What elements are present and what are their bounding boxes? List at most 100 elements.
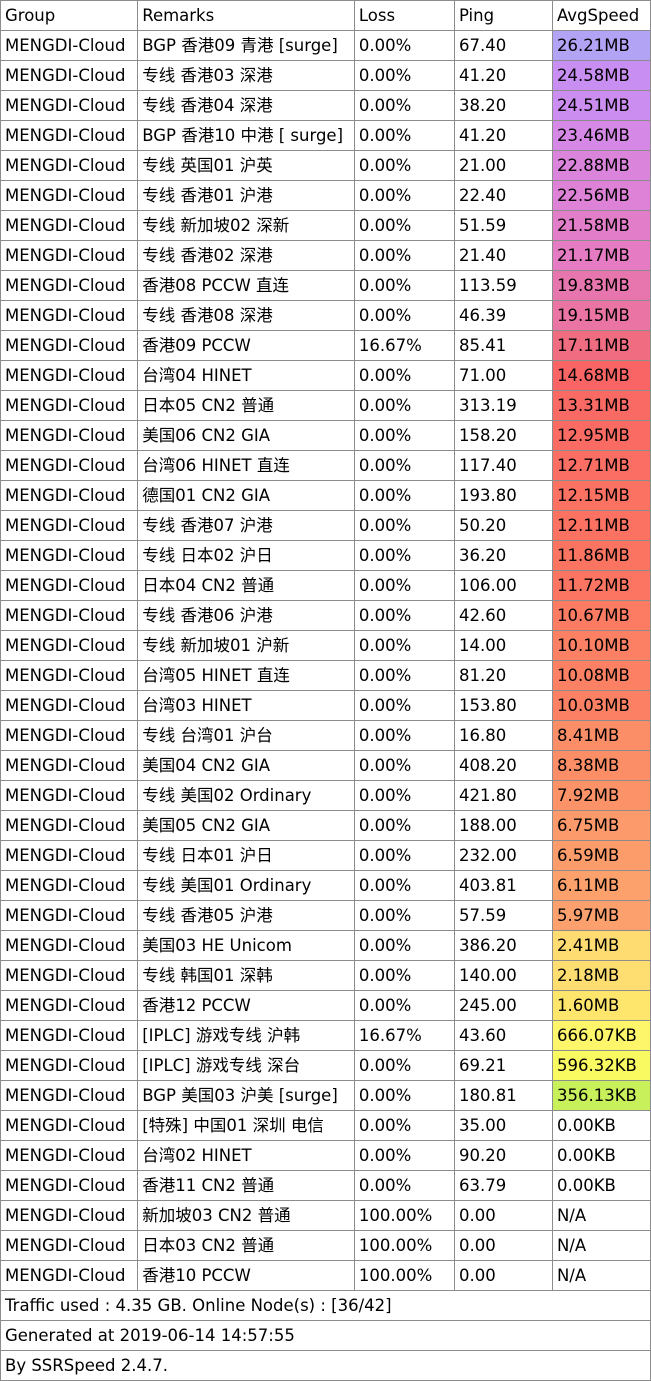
cell-remarks: 美国03 HE Unicom bbox=[137, 930, 355, 961]
cell-avg-speed: 26.21MB bbox=[551, 30, 651, 61]
cell-group: MENGDI-Cloud bbox=[0, 1230, 139, 1261]
cell-group: MENGDI-Cloud bbox=[0, 810, 139, 841]
footer-traffic-row: Traffic used : 4.35 GB. Online Node(s) :… bbox=[0, 1290, 651, 1321]
cell-group: MENGDI-Cloud bbox=[0, 420, 139, 451]
cell-avg-speed: N/A bbox=[551, 1230, 651, 1261]
cell-remarks: 日本04 CN2 普通 bbox=[137, 570, 355, 601]
cell-loss: 0.00% bbox=[353, 1110, 455, 1141]
cell-group: MENGDI-Cloud bbox=[0, 390, 139, 421]
cell-avg-speed: 19.83MB bbox=[551, 270, 651, 301]
cell-group: MENGDI-Cloud bbox=[0, 540, 139, 571]
cell-avg-speed: 17.11MB bbox=[551, 330, 651, 361]
cell-ping: 67.40 bbox=[453, 30, 553, 61]
table-row: MENGDI-Cloud 专线 美国01 Ordinary 0.00% 403.81 6… bbox=[0, 870, 651, 901]
cell-group: MENGDI-Cloud bbox=[0, 1110, 139, 1141]
cell-group: MENGDI-Cloud bbox=[0, 1050, 139, 1081]
cell-ping: 193.80 bbox=[453, 480, 553, 511]
cell-loss: 0.00% bbox=[353, 510, 455, 541]
cell-loss: 0.00% bbox=[353, 270, 455, 301]
cell-remarks: BGP 美国03 沪美 [surge] bbox=[137, 1080, 355, 1111]
cell-group: MENGDI-Cloud bbox=[0, 240, 139, 271]
cell-ping: 36.20 bbox=[453, 540, 553, 571]
cell-avg-speed: 8.41MB bbox=[551, 720, 651, 751]
traffic-summary: Traffic used : 4.35 GB. Online Node(s) :… bbox=[0, 1290, 651, 1321]
cell-remarks: 专线 香港03 深港 bbox=[137, 60, 355, 91]
footer-generated-row: Generated at 2019-06-14 14:57:55 bbox=[0, 1320, 651, 1351]
cell-avg-speed: 0.00KB bbox=[551, 1140, 651, 1171]
cell-ping: 42.60 bbox=[453, 600, 553, 631]
cell-loss: 0.00% bbox=[353, 390, 455, 421]
cell-group: MENGDI-Cloud bbox=[0, 30, 139, 61]
table-row: MENGDI-Cloud 专线 日本01 沪日 0.00% 232.00 6.59MB bbox=[0, 840, 651, 871]
cell-remarks: 专线 香港07 沪港 bbox=[137, 510, 355, 541]
table-row: MENGDI-Cloud 美国04 CN2 GIA 0.00% 408.20 8.38M… bbox=[0, 750, 651, 781]
table-row: MENGDI-Cloud 专线 香港02 深港 0.00% 21.40 21.17MB bbox=[0, 240, 651, 271]
cell-ping: 0.00 bbox=[453, 1200, 553, 1231]
cell-avg-speed: 666.07KB bbox=[551, 1020, 651, 1051]
cell-group: MENGDI-Cloud bbox=[0, 750, 139, 781]
cell-ping: 0.00 bbox=[453, 1260, 553, 1291]
cell-group: MENGDI-Cloud bbox=[0, 360, 139, 391]
cell-avg-speed: 356.13KB bbox=[551, 1080, 651, 1111]
cell-loss: 0.00% bbox=[353, 150, 455, 181]
table-body: Group Remarks Loss Ping AvgSpeed MENGDI-… bbox=[0, 0, 651, 1291]
cell-remarks: 专线 美国01 Ordinary bbox=[137, 870, 355, 901]
cell-avg-speed: 21.58MB bbox=[551, 210, 651, 241]
footer-by-row: By SSRSpeed 2.4.7. bbox=[0, 1350, 651, 1381]
cell-avg-speed: 10.03MB bbox=[551, 690, 651, 721]
cell-loss: 0.00% bbox=[353, 180, 455, 211]
cell-ping: 117.40 bbox=[453, 450, 553, 481]
generator-credit: By SSRSpeed 2.4.7. bbox=[0, 1350, 651, 1381]
table-row: MENGDI-Cloud 专线 韩国01 深韩 0.00% 140.00 2.18MB bbox=[0, 960, 651, 991]
cell-group: MENGDI-Cloud bbox=[0, 780, 139, 811]
cell-avg-speed: 22.56MB bbox=[551, 180, 651, 211]
cell-ping: 403.81 bbox=[453, 870, 553, 901]
cell-loss: 0.00% bbox=[353, 480, 455, 511]
cell-remarks: 专线 新加坡02 深新 bbox=[137, 210, 355, 241]
generated-timestamp: Generated at 2019-06-14 14:57:55 bbox=[0, 1320, 651, 1351]
cell-remarks: 台湾06 HINET 直连 bbox=[137, 450, 355, 481]
cell-group: MENGDI-Cloud bbox=[0, 1140, 139, 1171]
cell-loss: 0.00% bbox=[353, 120, 455, 151]
cell-loss: 16.67% bbox=[353, 330, 455, 361]
cell-loss: 0.00% bbox=[353, 90, 455, 121]
cell-ping: 69.21 bbox=[453, 1050, 553, 1081]
table-row: MENGDI-Cloud 香港12 PCCW 0.00% 245.00 1.60MB bbox=[0, 990, 651, 1021]
cell-loss: 0.00% bbox=[353, 930, 455, 961]
cell-remarks: 专线 香港02 深港 bbox=[137, 240, 355, 271]
cell-remarks: 香港10 PCCW bbox=[137, 1260, 355, 1291]
cell-loss: 100.00% bbox=[353, 1230, 455, 1261]
cell-avg-speed: 11.72MB bbox=[551, 570, 651, 601]
table-row: MENGDI-Cloud 美国05 CN2 GIA 0.00% 188.00 6.75M… bbox=[0, 810, 651, 841]
cell-group: MENGDI-Cloud bbox=[0, 840, 139, 871]
cell-loss: 0.00% bbox=[353, 960, 455, 991]
cell-avg-speed: 14.68MB bbox=[551, 360, 651, 391]
cell-loss: 0.00% bbox=[353, 870, 455, 901]
table-row: MENGDI-Cloud 香港10 PCCW 100.00% 0.00 N/A bbox=[0, 1260, 651, 1291]
cell-loss: 0.00% bbox=[353, 1170, 455, 1201]
cell-loss: 0.00% bbox=[353, 540, 455, 571]
cell-ping: 113.59 bbox=[453, 270, 553, 301]
cell-ping: 188.00 bbox=[453, 810, 553, 841]
cell-ping: 38.20 bbox=[453, 90, 553, 121]
cell-ping: 21.00 bbox=[453, 150, 553, 181]
cell-loss: 0.00% bbox=[353, 750, 455, 781]
table-row: MENGDI-Cloud 专线 美国02 Ordinary 0.00% 421.80 7… bbox=[0, 780, 651, 811]
cell-remarks: 专线 香港04 深港 bbox=[137, 90, 355, 121]
cell-loss: 0.00% bbox=[353, 300, 455, 331]
cell-group: MENGDI-Cloud bbox=[0, 1170, 139, 1201]
table-row: MENGDI-Cloud 日本05 CN2 普通 0.00% 313.19 13.31M… bbox=[0, 390, 651, 421]
cell-loss: 0.00% bbox=[353, 630, 455, 661]
table-footer: Traffic used : 4.35 GB. Online Node(s) :… bbox=[0, 1290, 651, 1381]
cell-avg-speed: 2.18MB bbox=[551, 960, 651, 991]
cell-group: MENGDI-Cloud bbox=[0, 1020, 139, 1051]
cell-loss: 100.00% bbox=[353, 1260, 455, 1291]
cell-group: MENGDI-Cloud bbox=[0, 960, 139, 991]
cell-group: MENGDI-Cloud bbox=[0, 630, 139, 661]
cell-ping: 16.80 bbox=[453, 720, 553, 751]
cell-remarks: BGP 香港10 中港 [ surge] bbox=[137, 120, 355, 151]
cell-ping: 71.00 bbox=[453, 360, 553, 391]
cell-remarks: 台湾03 HINET bbox=[137, 690, 355, 721]
header-loss: Loss bbox=[353, 0, 455, 31]
cell-remarks: 台湾02 HINET bbox=[137, 1140, 355, 1171]
